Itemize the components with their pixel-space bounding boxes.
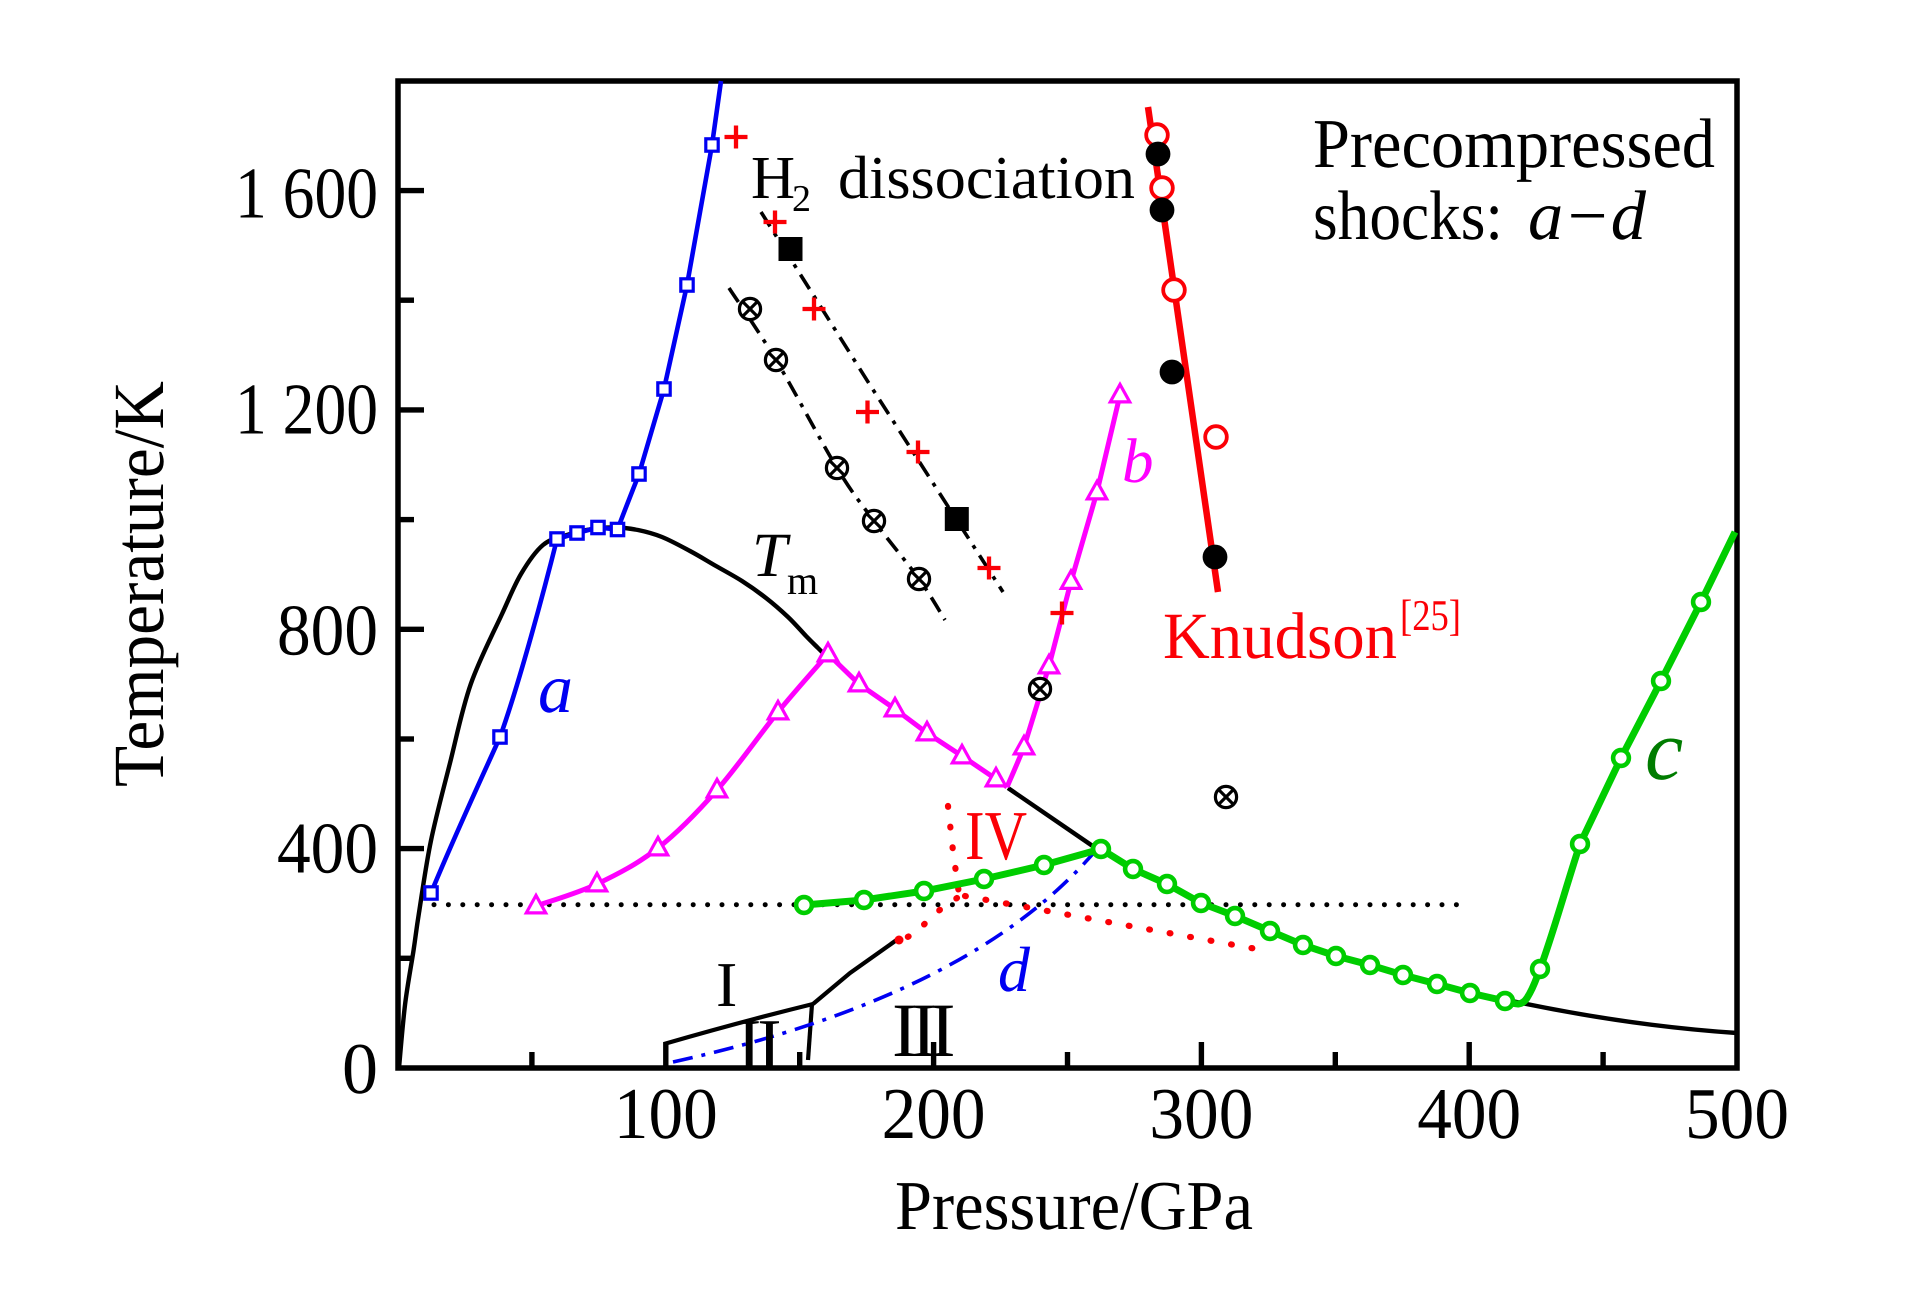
svg-text:400: 400 — [1417, 1073, 1521, 1154]
svg-text:IV: IV — [965, 798, 1027, 875]
svg-text:c: c — [1645, 702, 1683, 798]
svg-text:dissociation: dissociation — [838, 145, 1135, 212]
svg-text:I: I — [716, 949, 737, 1020]
svg-text:300: 300 — [1149, 1073, 1253, 1154]
svg-text:Pressure/GPa: Pressure/GPa — [895, 1168, 1253, 1245]
svg-text:100: 100 — [614, 1073, 718, 1154]
svg-text:1 200: 1 200 — [235, 369, 378, 450]
svg-text:III: III — [892, 987, 953, 1073]
svg-text:0: 0 — [342, 1028, 378, 1109]
svg-text:T: T — [752, 520, 791, 590]
svg-text:800: 800 — [277, 590, 378, 671]
svg-text:Knudson: Knudson — [1163, 600, 1397, 673]
svg-text:a: a — [538, 651, 573, 728]
svg-text:[25]: [25] — [1400, 591, 1461, 640]
svg-text:shocks:: shocks: — [1313, 178, 1503, 255]
svg-text:II: II — [737, 1004, 779, 1085]
svg-text:a−d: a−d — [1528, 178, 1647, 255]
svg-text:d: d — [998, 934, 1031, 1005]
svg-text:200: 200 — [882, 1073, 986, 1154]
svg-text:b: b — [1122, 426, 1154, 496]
svg-text:Temperature/K: Temperature/K — [99, 381, 179, 787]
svg-text:H: H — [751, 145, 795, 212]
svg-text:Precompressed: Precompressed — [1313, 106, 1715, 183]
svg-text:400: 400 — [277, 808, 378, 889]
svg-text:1 600: 1 600 — [235, 153, 378, 234]
svg-text:500: 500 — [1685, 1073, 1789, 1154]
